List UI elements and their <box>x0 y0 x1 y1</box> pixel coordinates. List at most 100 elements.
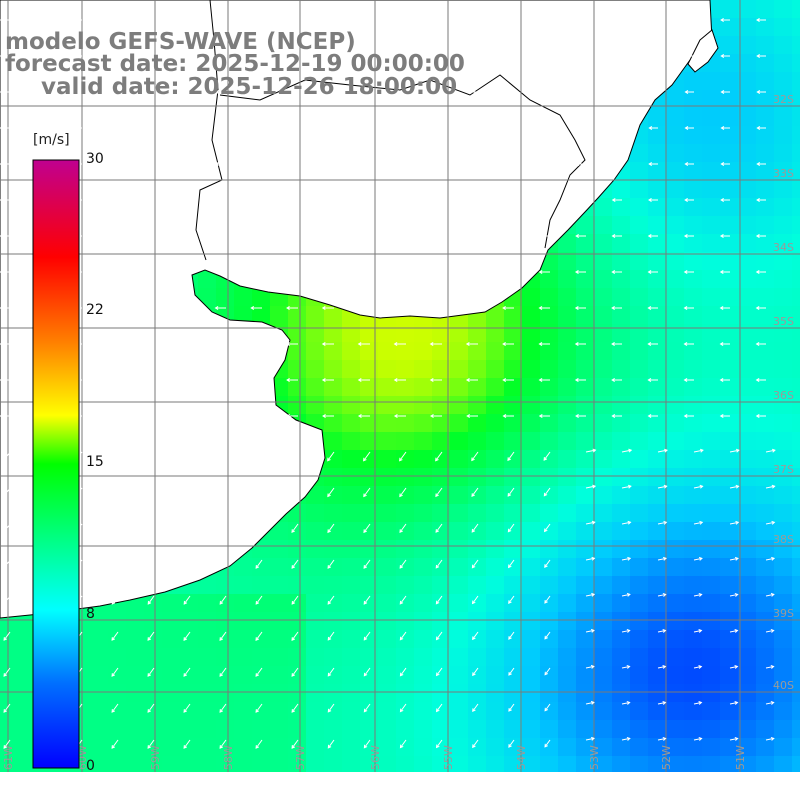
wind-cell <box>414 630 432 648</box>
wind-cell <box>504 342 522 360</box>
wind-arrow-head <box>327 529 331 534</box>
wind-arrow <box>327 523 335 533</box>
colorbar-unit: [m/s] <box>33 132 70 148</box>
wind-arrow <box>327 631 335 641</box>
wind-cell <box>774 612 792 630</box>
wind-arrow-head <box>286 270 290 274</box>
wind-cell <box>630 630 648 648</box>
wind-arrow <box>436 703 443 712</box>
title-valid-date: valid date: 2025-12-26 18:00:00 <box>41 74 458 100</box>
wind-cell <box>576 396 594 414</box>
wind-cell <box>342 558 360 576</box>
wind-cell <box>666 306 684 324</box>
wind-cell <box>504 558 522 576</box>
colorbar-tick-8: 8 <box>86 606 95 622</box>
wind-arrow-head <box>719 378 724 382</box>
wind-arrow-head <box>286 342 290 346</box>
wind-cell <box>162 684 180 702</box>
wind-cell <box>792 72 800 90</box>
wind-cell <box>594 576 612 594</box>
wind-arrow-head <box>719 342 724 346</box>
wind-cell <box>540 702 558 720</box>
wind-arrow-head <box>71 126 76 130</box>
wind-cell <box>720 216 738 234</box>
wind-arrow <box>693 521 703 525</box>
wind-cell <box>594 378 612 396</box>
wind-cell <box>684 558 702 576</box>
wind-arrow-head <box>539 18 544 22</box>
wind-cell <box>720 72 738 90</box>
wind-arrow-head <box>35 126 40 130</box>
wind-arrow-head <box>393 234 398 238</box>
wind-arrow-head <box>363 708 368 713</box>
wind-arrow-head <box>111 637 116 641</box>
wind-cell <box>288 360 306 378</box>
wind-arrow <box>507 523 515 533</box>
wind-cell <box>468 342 486 360</box>
wind-arrow-head <box>626 628 631 633</box>
wind-arrow-head <box>3 456 8 461</box>
wind-cell <box>756 36 774 54</box>
wind-cell <box>612 720 630 738</box>
wind-arrow-head <box>291 709 296 713</box>
wind-cell <box>432 630 450 648</box>
wind-cell <box>720 432 738 450</box>
wind-cell <box>180 612 198 630</box>
wind-cell <box>108 612 126 630</box>
wind-cell <box>684 522 702 540</box>
wind-arrow-head <box>538 342 543 346</box>
wind-cell <box>162 738 180 756</box>
wind-cell <box>234 288 252 306</box>
wind-arrow-head <box>471 564 476 569</box>
wind-cell <box>540 306 558 324</box>
wind-cell <box>324 702 342 720</box>
wind-cell <box>612 648 630 666</box>
wind-cell <box>126 648 144 666</box>
wind-arrow-head <box>466 414 470 418</box>
wind-cell <box>558 522 576 540</box>
wind-arrow-head <box>755 414 760 418</box>
wind-cell <box>756 468 774 486</box>
wind-cell <box>792 342 800 360</box>
wind-cell <box>630 576 648 594</box>
wind-cell <box>306 612 324 630</box>
wind-cell <box>90 756 108 772</box>
wind-cell <box>720 126 738 144</box>
wind-cell <box>162 720 180 738</box>
wind-cell <box>630 162 648 180</box>
wind-cell <box>486 684 504 702</box>
wind-cell <box>414 324 432 342</box>
wind-arrow-head <box>35 54 40 58</box>
wind-cell <box>306 576 324 594</box>
wind-cell <box>522 486 540 504</box>
wind-cell <box>450 324 468 342</box>
wind-arrow-head <box>393 306 398 310</box>
wind-cell <box>630 648 648 666</box>
wind-arrow-head <box>219 493 223 497</box>
wind-arrow-head <box>503 90 508 94</box>
wind-cell <box>738 576 756 594</box>
wind-cell <box>702 468 720 486</box>
wind-cell <box>90 612 108 630</box>
wind-arrow-head <box>287 18 291 22</box>
wind-cell <box>342 342 360 360</box>
wind-arrow-head <box>720 18 724 22</box>
wind-cell <box>504 576 522 594</box>
wind-arrow-head <box>465 378 470 382</box>
wind-cell <box>486 720 504 738</box>
wind-arrow <box>183 739 191 749</box>
wind-cell <box>756 504 774 522</box>
wind-arrow-head <box>590 700 595 705</box>
wind-arrow-head <box>611 18 616 22</box>
wind-cell <box>666 666 684 684</box>
wind-cell <box>576 522 594 540</box>
wind-arrow-head <box>755 270 760 274</box>
wind-arrow <box>147 487 155 497</box>
wind-cell <box>576 414 594 432</box>
wind-cell <box>720 396 738 414</box>
wind-cell <box>90 702 108 720</box>
wind-cell <box>558 504 576 522</box>
wind-cell <box>756 702 774 720</box>
wind-arrow-head <box>647 306 652 310</box>
wind-cell <box>594 486 612 504</box>
